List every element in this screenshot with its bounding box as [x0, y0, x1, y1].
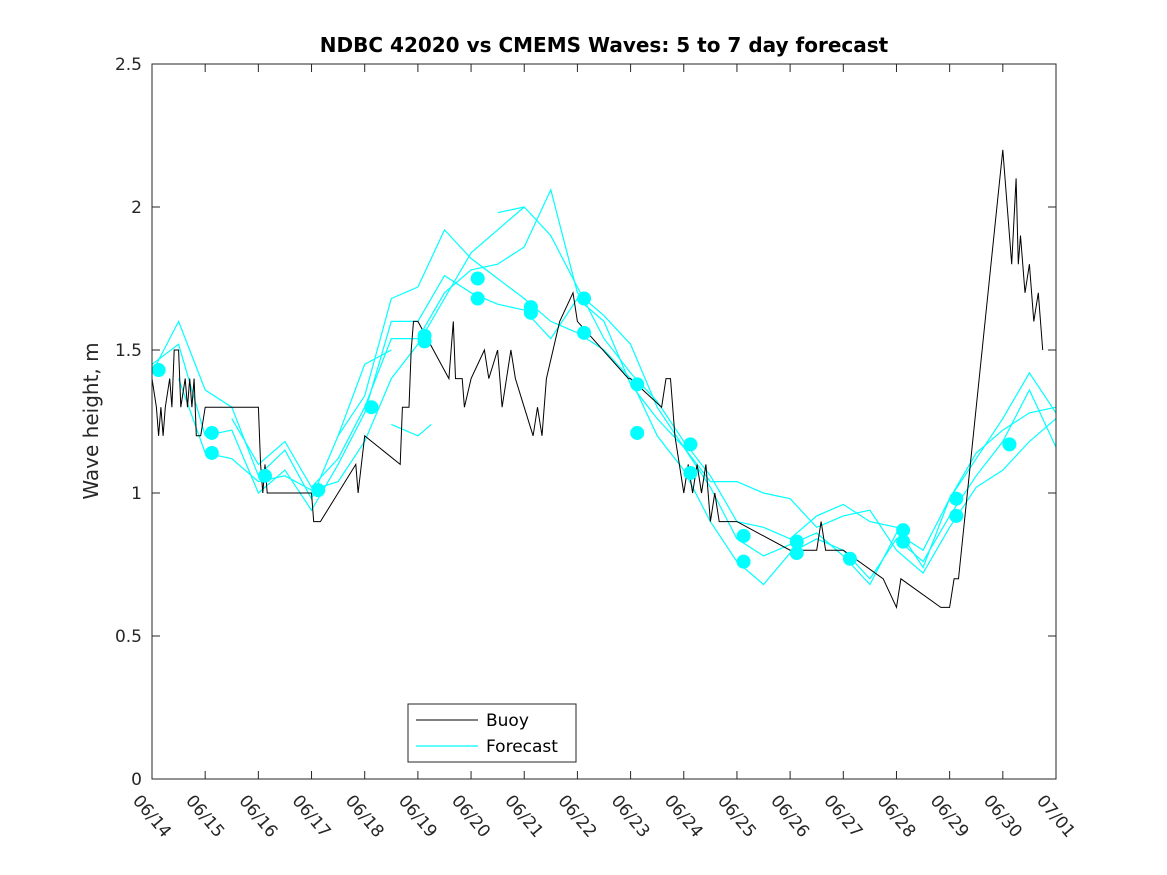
forecast-point-marker — [151, 363, 166, 378]
forecast-point-marker — [1002, 437, 1017, 452]
y-tick-label: 0 — [131, 770, 142, 790]
forecast-point-marker — [736, 528, 751, 543]
forecast-series-line-4 — [231, 188, 1057, 575]
forecast-series-line-3 — [178, 206, 1057, 569]
y-tick-label: 2.5 — [115, 55, 142, 75]
forecast-point-marker — [258, 468, 272, 483]
y-axis-label: Wave height, m — [79, 342, 103, 499]
forecast-point-marker — [949, 508, 964, 523]
forecast-point-marker — [736, 554, 751, 569]
forecast-point-marker — [949, 491, 964, 506]
chart-title: NDBC 42020 vs CMEMS Waves: 5 to 7 day fo… — [320, 33, 889, 57]
forecast-point-marker — [204, 445, 219, 460]
y-tick-label: 1 — [131, 484, 142, 504]
y-tick-label: 1.5 — [115, 341, 142, 361]
legend-box — [407, 703, 577, 763]
forecast-point-marker — [577, 291, 592, 306]
forecast-series-line-7 — [497, 206, 525, 214]
y-tick-label: 0.5 — [115, 627, 142, 647]
legend-buoy-label: Buoy — [486, 711, 529, 731]
forecast-point-marker — [523, 305, 538, 320]
forecast-point-marker — [789, 534, 804, 549]
forecast-point-marker — [577, 325, 592, 340]
forecast-point-marker — [683, 465, 698, 480]
forecast-point-marker — [683, 437, 698, 452]
y-tick-label: 2 — [131, 198, 142, 218]
y-axis: 0 0.5 1 1.5 2 2.5 — [115, 55, 1056, 790]
plot-frame — [151, 63, 1057, 780]
forecast-point-marker — [896, 523, 911, 538]
forecast-point-marker — [311, 483, 326, 498]
forecast-point-marker — [364, 400, 379, 415]
forecast-point-marker — [630, 425, 645, 440]
forecast-point-marker — [789, 546, 804, 561]
forecast-series-line-6 — [391, 423, 432, 437]
forecast-point-marker — [470, 271, 485, 286]
plot-markers — [151, 271, 1017, 569]
legend-forecast-label: Forecast — [486, 737, 558, 757]
legend: Buoy Forecast — [407, 703, 577, 763]
forecast-series-line-5 — [337, 349, 392, 437]
buoy-series-line — [151, 149, 1044, 610]
forecast-point-marker — [842, 551, 857, 566]
forecast-point-marker — [630, 377, 645, 392]
forecast-point-marker — [417, 334, 432, 349]
forecast-point-marker — [470, 291, 485, 306]
forecast-point-marker — [204, 425, 219, 440]
forecast-point-marker — [896, 534, 911, 549]
